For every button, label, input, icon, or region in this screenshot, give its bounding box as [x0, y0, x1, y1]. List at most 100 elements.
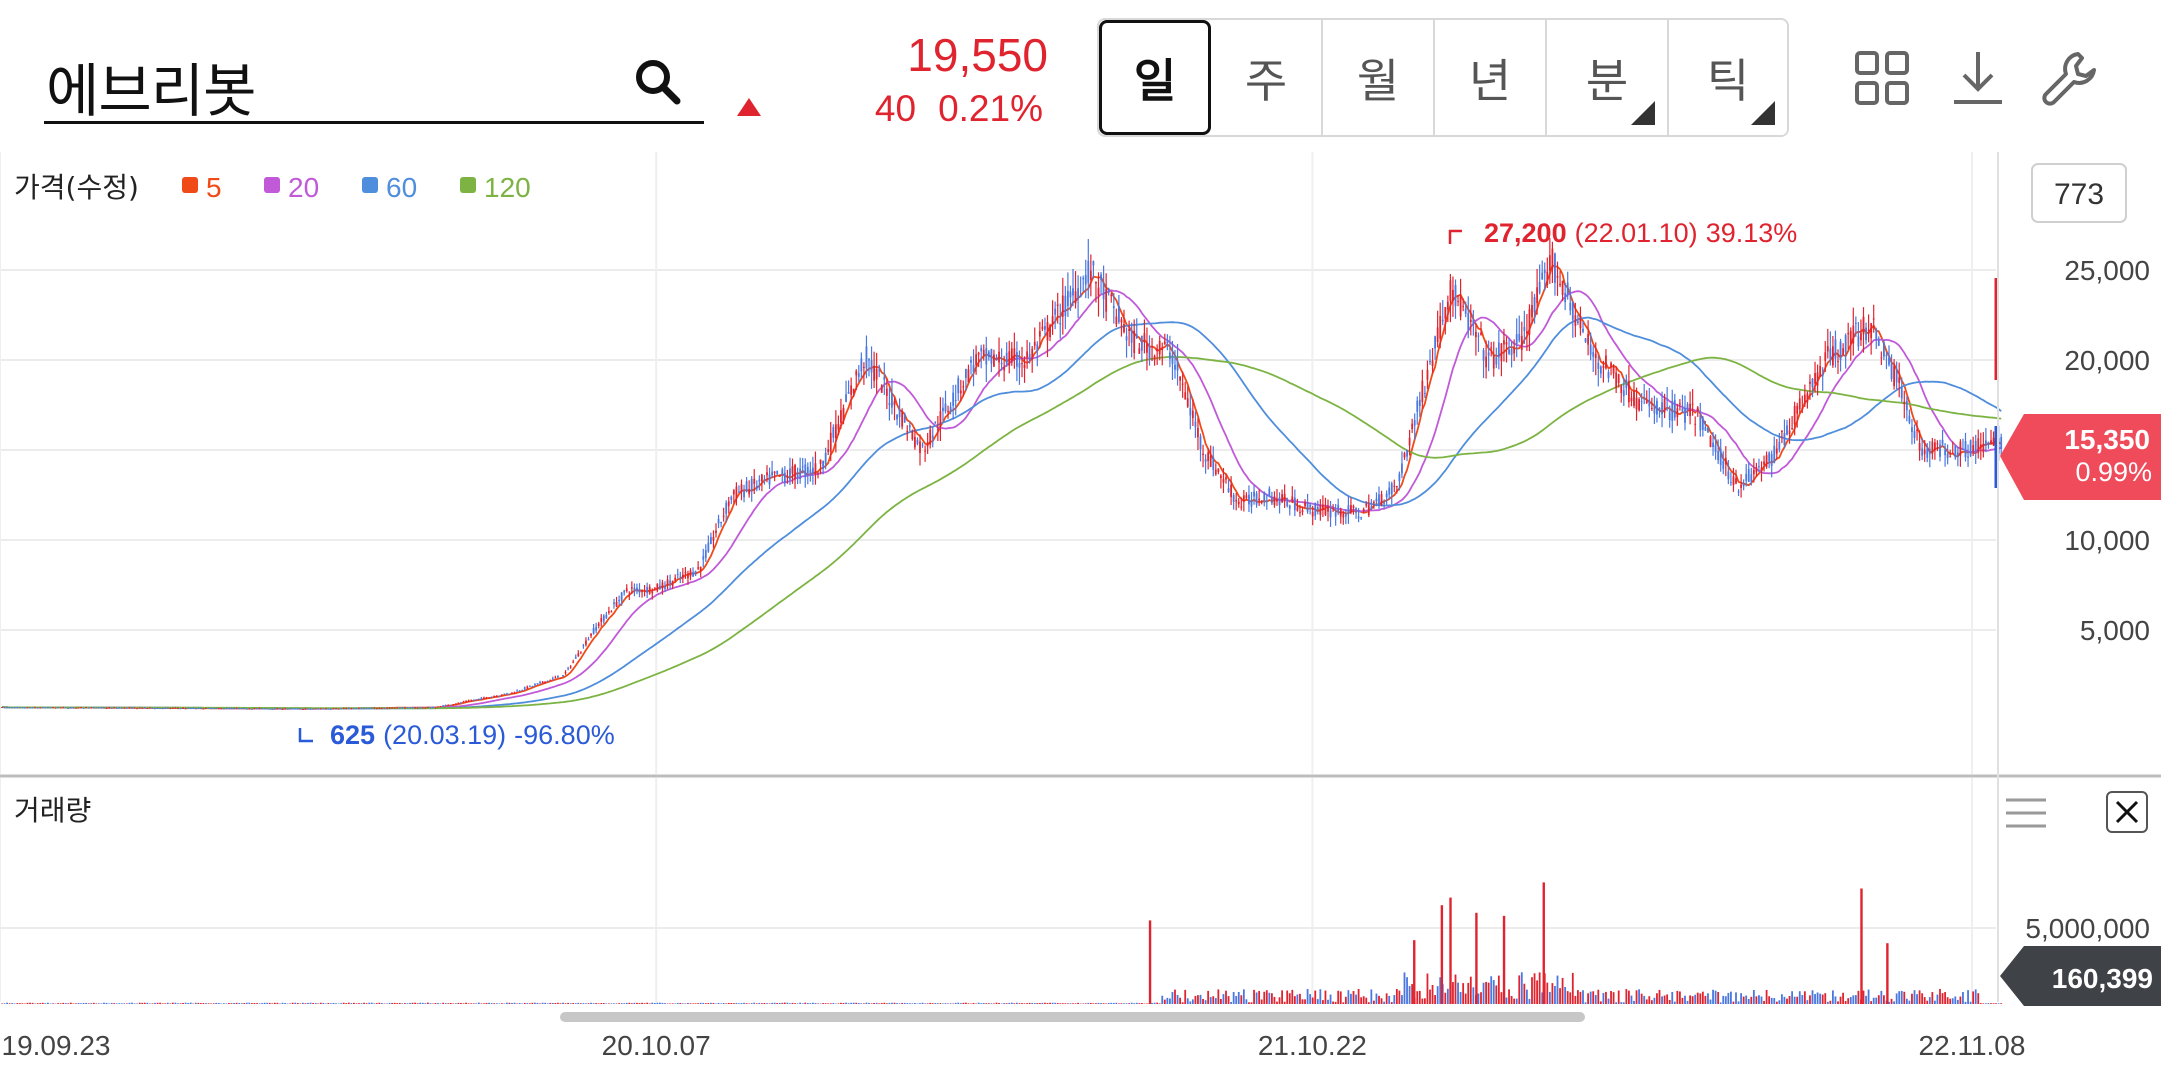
candle-body [1373, 501, 1375, 503]
candle-body [921, 444, 924, 446]
candle-body [442, 705, 445, 707]
candle-body [577, 653, 580, 657]
wrench-icon[interactable] [2040, 48, 2100, 108]
period-tab-3[interactable]: 년 [1435, 20, 1547, 135]
volume-bar [1638, 989, 1640, 1004]
volume-bar [1125, 1003, 1128, 1004]
candle-body [1051, 316, 1054, 325]
volume-bar [562, 1002, 564, 1004]
candle-body [880, 385, 883, 393]
candle-body [1888, 357, 1890, 365]
volume-spike [1449, 897, 1452, 1004]
volume-bar [1837, 1001, 1839, 1004]
volume-bar [47, 1002, 49, 1004]
candle-body [1133, 330, 1136, 353]
menu-icon[interactable] [2002, 792, 2056, 838]
search-icon[interactable] [630, 54, 686, 110]
volume-bar [1768, 996, 1771, 1004]
candle-body [1577, 321, 1579, 323]
candle-body [1395, 486, 1398, 488]
candle-body [327, 708, 330, 710]
candle-body [1630, 397, 1633, 402]
candle-body [1454, 285, 1457, 307]
period-tab-5[interactable]: 틱 [1669, 20, 1787, 135]
volume-bar [687, 1002, 689, 1004]
candle-count-badge[interactable]: 773 [2031, 163, 2127, 223]
candle-body [1227, 488, 1230, 493]
candle-body [1163, 341, 1166, 345]
stock-name-input[interactable]: 에브리봇 [46, 57, 256, 125]
volume-bar [1130, 1002, 1133, 1004]
candle-body [31, 707, 34, 709]
volume-bar [1263, 991, 1266, 1004]
submenu-corner-icon[interactable] [1751, 101, 1775, 125]
volume-bar [1740, 993, 1742, 1004]
download-icon[interactable] [1948, 48, 2008, 108]
candle-body [1199, 436, 1202, 450]
volume-bar [276, 1002, 279, 1004]
volume-bar [766, 1003, 768, 1004]
candle-body [1059, 323, 1062, 325]
candle-body [1146, 343, 1148, 353]
period-tab-4[interactable]: 분 [1547, 20, 1669, 135]
volume-bar [1184, 989, 1187, 1004]
candle-body [618, 600, 620, 602]
volume-bar [1214, 998, 1217, 1004]
volume-bar [1584, 1002, 1587, 1004]
candle-count-badge-box[interactable] [2031, 163, 2127, 223]
candle-body [1347, 505, 1350, 514]
time-scrollbar[interactable] [560, 1012, 1585, 1022]
volume-bar [1069, 1003, 1072, 1004]
candle-body [1079, 294, 1082, 298]
search-box[interactable]: 에브리봇 [44, 40, 704, 125]
volume-bar [217, 1002, 220, 1004]
period-tab-1[interactable]: 주 [1211, 20, 1323, 135]
period-tab-0[interactable]: 일 [1099, 20, 1211, 135]
volume-bar [536, 1002, 539, 1004]
close-icon[interactable] [2106, 791, 2148, 833]
candle-body [67, 707, 70, 709]
volume-bar [1640, 993, 1643, 1004]
candle-body [126, 707, 128, 709]
volume-bar [1653, 997, 1656, 1004]
candle-body [449, 704, 452, 706]
grid-icon[interactable] [1852, 48, 1912, 108]
candle-body [383, 708, 386, 710]
volume-bar [1633, 1000, 1635, 1004]
period-tab-2[interactable]: 월 [1323, 20, 1435, 135]
volume-bar [1847, 998, 1850, 1004]
volume-bar [1628, 990, 1630, 1004]
volume-bar [934, 1003, 937, 1004]
candle-body [1686, 404, 1689, 409]
candle-body [171, 707, 174, 709]
candle-body [261, 708, 263, 710]
volume-bar [1569, 992, 1572, 1004]
candle-body [1900, 387, 1903, 399]
candle-body [1112, 306, 1115, 309]
volume-bar [1500, 992, 1503, 1004]
submenu-corner-icon[interactable] [1631, 101, 1655, 125]
candle-body [755, 486, 758, 489]
current-price-tag: 15,350 0.99% [2000, 414, 2161, 500]
volume-bar [1786, 998, 1788, 1004]
candle-body [794, 465, 796, 480]
volume-bar [883, 1002, 886, 1004]
candle-body [1819, 365, 1822, 377]
candle-body [1169, 352, 1171, 360]
candle-body [103, 707, 105, 709]
candle-body [1844, 335, 1847, 353]
volume-bar [1250, 1002, 1253, 1004]
candle-body [166, 707, 169, 709]
volume-bar [1276, 1001, 1278, 1004]
volume-bar [1979, 1003, 1982, 1004]
candle-body [638, 588, 641, 593]
candle-body [1069, 291, 1072, 298]
volume-bar [1668, 999, 1671, 1004]
volume-bar [1378, 995, 1380, 1004]
stock-chart[interactable]: 가격(수정) 5 20 60 120 27,200 (22.01.10) 39.13% 6… [0, 152, 2161, 1077]
candle-body [857, 373, 860, 377]
volume-bar [506, 1002, 508, 1004]
volume-bar [291, 1002, 294, 1004]
candle-body [1490, 347, 1493, 349]
volume-bar [26, 1002, 29, 1004]
